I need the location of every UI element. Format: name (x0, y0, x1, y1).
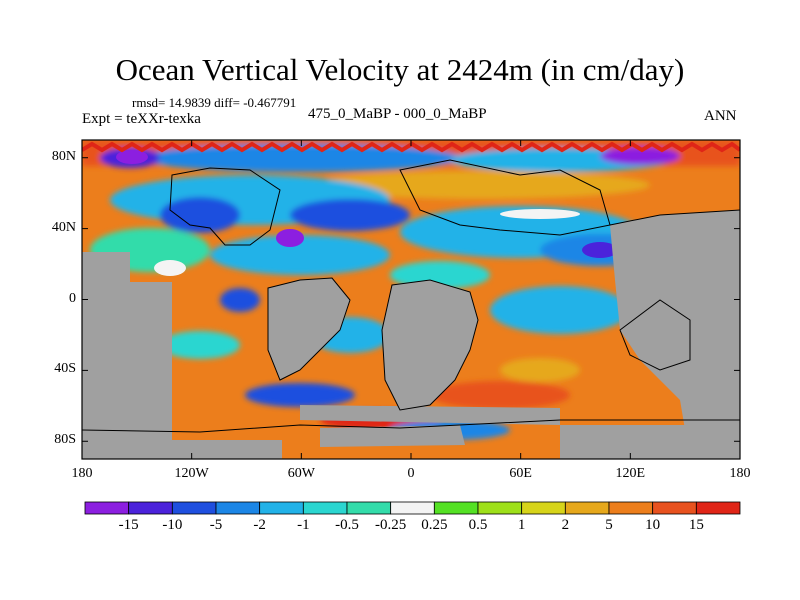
land-south-america (268, 278, 350, 380)
patch-white (154, 260, 186, 276)
colorbar-label: -10 (162, 517, 183, 533)
lon-tick-label: 180 (71, 466, 93, 481)
colorbar-swatch (652, 501, 697, 515)
land-asia-australia (610, 210, 740, 459)
colorbar-label: -0.25 (375, 517, 407, 533)
lat-tick-label: 40S (54, 361, 76, 377)
rmsd-diff-stats: rmsd= 14.9839 diff= -0.467791 (132, 95, 297, 110)
lon-tick-label: 0 (407, 466, 415, 481)
lat-tick-label: 0 (69, 290, 76, 306)
lon-tick-label: 120E (615, 466, 646, 481)
longitude-ticks (81, 140, 741, 459)
coastline-australia (609, 209, 740, 371)
colorbar-swatch (608, 501, 654, 515)
lon-tick-label: 60E (509, 466, 532, 481)
land-antarctic-interior (320, 425, 465, 447)
coastline-antarctica (82, 419, 740, 433)
latitude-ticks (82, 157, 740, 442)
colorbar-label: 0.25 (421, 517, 448, 533)
patch-blue (582, 242, 618, 258)
experiment-label: Expt = teXXr-texka (82, 111, 201, 127)
period-label: 475_0_MaBP - 000_0_MaBP (308, 106, 487, 122)
colorbar-label: 1 (517, 517, 526, 533)
colorbar-label: -2 (253, 517, 266, 533)
colorbar-swatch (477, 501, 523, 515)
patch-deep-purple (116, 150, 148, 164)
lon-tick-label: 120W (174, 466, 209, 481)
lon-tick-label: 180 (729, 466, 751, 481)
map-title: Ocean Vertical Velocity at 2424m (in cm/… (115, 52, 685, 87)
colorbar-label: -5 (209, 517, 223, 533)
colorbar-swatch (84, 501, 130, 515)
colorbar-swatch (346, 501, 392, 515)
colorbar-swatch (302, 501, 348, 515)
land-antarctica-west (82, 440, 282, 459)
season-label: ANN (704, 108, 737, 124)
colorbar-swatch (171, 501, 217, 515)
land-masses (82, 210, 740, 459)
colorbar-label: 0.5 (468, 517, 488, 533)
map-plot-area (82, 140, 740, 459)
lat-tick-label: 80S (54, 432, 76, 448)
colorbar-swatch (433, 501, 479, 515)
colorbar-swatch (215, 501, 261, 515)
colorbar-label: 15 (688, 517, 704, 533)
land-antarctic-shelf (300, 405, 560, 425)
patch-deep-purple (276, 229, 304, 247)
lat-tick-label: 40N (51, 219, 76, 235)
colorbar-swatch (128, 501, 173, 515)
patch-white (500, 209, 580, 219)
coastline-south-america (267, 277, 351, 381)
colorbar-swatch (695, 501, 741, 515)
land-west-pacific (82, 282, 172, 459)
colorbar-swatch (259, 501, 304, 515)
colorbar-label: -0.5 (335, 517, 359, 533)
colorbar-label: 5 (605, 517, 613, 533)
colorbar-swatch (521, 501, 566, 515)
colorbar-label: -1 (297, 517, 310, 533)
coastline-north-america (169, 167, 281, 246)
land-africa (382, 280, 478, 410)
lon-tick-label: 60W (287, 466, 315, 481)
land-antarctica-east (560, 425, 740, 459)
lat-tick-label: 80N (51, 148, 76, 164)
colorbar-swatch (390, 501, 435, 515)
colorbar (84, 501, 741, 515)
colorbar-swatch (564, 501, 610, 515)
coastline-outlines (82, 159, 740, 433)
colorbar-label: 2 (561, 517, 570, 533)
colorbar-label: 10 (645, 517, 661, 533)
coastline-africa (381, 279, 479, 411)
colorbar-label: -15 (118, 517, 139, 533)
